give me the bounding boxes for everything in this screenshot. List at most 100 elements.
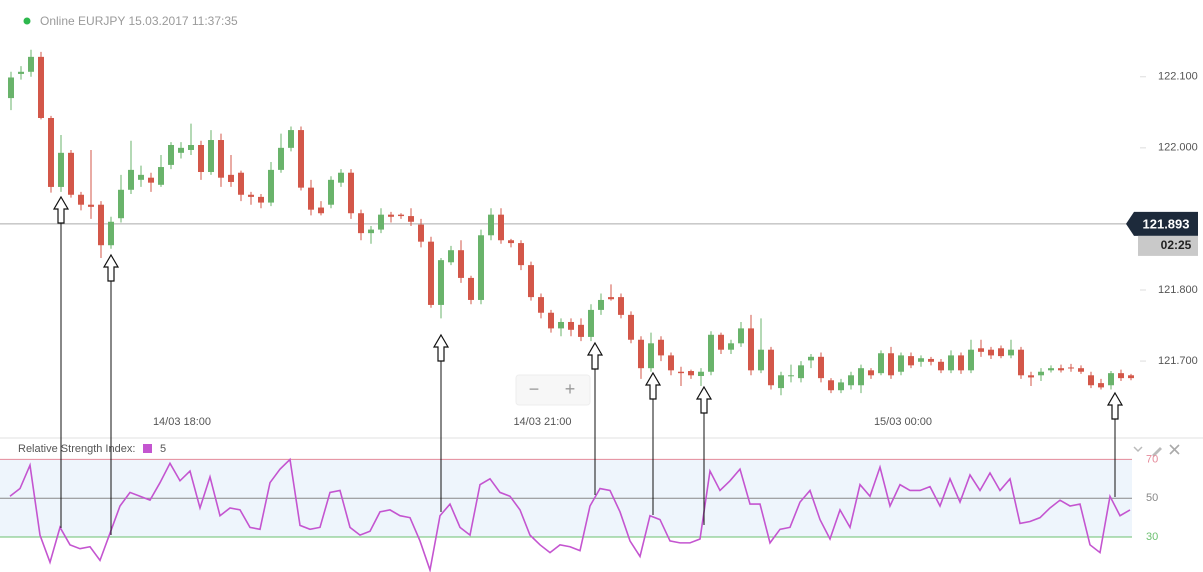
candle-body (218, 140, 224, 178)
candle-body (1068, 367, 1074, 369)
candle-body (748, 328, 754, 371)
zoom-out[interactable]: − (529, 379, 540, 399)
close-icon[interactable] (1169, 444, 1180, 455)
candle-body (708, 334, 714, 372)
candle-body (1118, 373, 1124, 379)
edit-icon[interactable] (1152, 447, 1162, 457)
candle-body (118, 189, 124, 219)
zoom-controls (515, 374, 591, 406)
timer-box (1138, 235, 1198, 256)
candle-body (358, 213, 364, 234)
rsi-tick-label: 30 (1146, 531, 1158, 543)
candle-body (78, 194, 84, 205)
x-tick-label: 14/03 21:00 (513, 416, 571, 428)
candle-body (238, 172, 244, 195)
candle-body (558, 321, 564, 329)
candle-body (1088, 375, 1094, 386)
candle-body (408, 216, 414, 222)
online-dot (23, 17, 31, 25)
candle-body (468, 277, 474, 300)
candle-body (58, 152, 64, 187)
candle-body (538, 297, 544, 313)
candle-body (688, 371, 694, 376)
candle-body (318, 207, 324, 214)
candle-body (508, 240, 514, 244)
candle-body (1008, 349, 1014, 356)
y-tick-label: 121.700 (1158, 355, 1198, 367)
candle-body (18, 71, 24, 74)
price-label-box (1126, 211, 1198, 236)
candle-body (938, 361, 944, 371)
candle-body (8, 77, 14, 99)
zoom-in[interactable]: + (565, 379, 576, 399)
candle-body (818, 356, 824, 379)
rsi-tick-label: 70 (1146, 453, 1158, 465)
candle-body (668, 355, 674, 371)
candle-body (348, 172, 354, 214)
arrow-head (52, 195, 70, 224)
candle-body (378, 214, 384, 230)
candle-timer: 02:25 (1161, 238, 1192, 252)
candle-body (188, 145, 194, 150)
candle-body (148, 177, 154, 183)
candle-body (1098, 383, 1104, 388)
candle-body (208, 140, 214, 173)
candle-body (778, 375, 784, 389)
collapse-icon[interactable] (1133, 446, 1143, 453)
candle-body (1108, 373, 1114, 386)
candle-body (628, 314, 634, 340)
candle-body (128, 169, 134, 190)
arrow-head (102, 253, 120, 282)
candle-body (578, 324, 584, 337)
candle-body (648, 343, 654, 369)
candle-body (718, 334, 724, 350)
candle-body (638, 339, 644, 369)
candle-body (418, 224, 424, 242)
candle-body (458, 250, 464, 278)
candle-body (38, 56, 44, 118)
candle-body (838, 382, 844, 391)
indicator-period: 5 (160, 443, 166, 455)
y-tick-label: 122.100 (1158, 71, 1198, 83)
last-price-label: 121.893 (1143, 216, 1190, 231)
candle-body (998, 348, 1004, 357)
candle-body (1018, 349, 1024, 376)
candle-body (168, 145, 174, 165)
candle-body (768, 349, 774, 386)
candle-body (108, 221, 114, 246)
candle-body (278, 147, 284, 170)
arrow-head (695, 385, 713, 414)
candle-body (368, 229, 374, 234)
candle-body (88, 204, 94, 207)
x-tick-label: 14/03 18:00 (153, 416, 211, 428)
candle-body (158, 167, 164, 185)
candle-body (528, 265, 534, 298)
candle-body (288, 130, 294, 148)
candle-body (518, 243, 524, 266)
candle-body (448, 250, 454, 263)
candle-body (1038, 371, 1044, 376)
candle-body (618, 297, 624, 315)
candle-body (738, 328, 744, 344)
candle-body (438, 260, 444, 305)
candle-body (678, 371, 684, 374)
candle-body (608, 297, 614, 300)
candle-body (858, 368, 864, 386)
arrow-head (586, 341, 604, 370)
y-tick-label: 121.800 (1158, 284, 1198, 296)
candle-body (878, 353, 884, 374)
candle-body (308, 187, 314, 210)
rsi-line (9, 457, 1131, 572)
candle-body (338, 172, 344, 183)
arrow-head (644, 371, 662, 400)
candle-body (28, 56, 34, 72)
candle-body (258, 196, 264, 203)
chart-title: Online EURJPY 15.03.2017 11:37:35 (40, 14, 238, 28)
candle-body (888, 353, 894, 376)
candle-body (698, 371, 704, 377)
candle-body (1128, 375, 1134, 379)
indicator-legend: Relative Strength Index: (18, 443, 135, 455)
candle-body (968, 349, 974, 371)
candle-body (398, 214, 404, 217)
